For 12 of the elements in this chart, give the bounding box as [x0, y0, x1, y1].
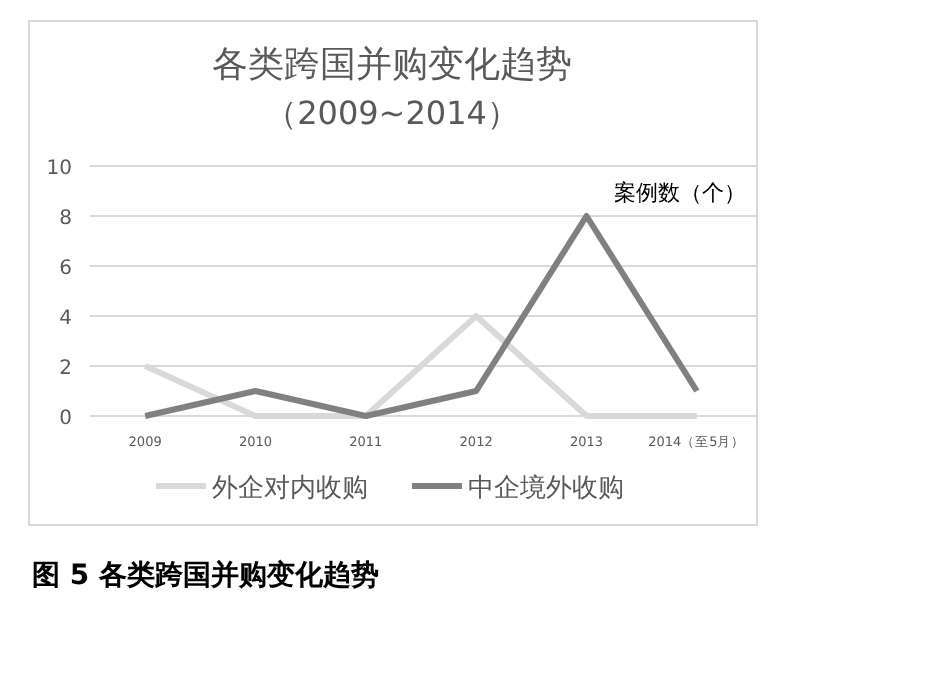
chart-subtitle: （2009~2014）	[265, 94, 519, 132]
legend-label: 中企境外收购	[468, 472, 624, 504]
y-tick-label: 10	[46, 158, 72, 180]
y-tick-label: 4	[59, 308, 72, 330]
y-tick-label: 0	[59, 408, 72, 430]
y-tick-label: 6	[59, 258, 72, 280]
y-axis-title: 案例数（个）	[614, 180, 746, 206]
caption: 图 5 各类跨国并购变化趋势	[32, 558, 379, 592]
chart-title: 各类跨国并购变化趋势	[212, 44, 572, 86]
legend-label: 外企对内收购	[212, 474, 368, 504]
y-tick-label: 2	[59, 358, 72, 380]
y-tick-label: 8	[59, 208, 72, 230]
